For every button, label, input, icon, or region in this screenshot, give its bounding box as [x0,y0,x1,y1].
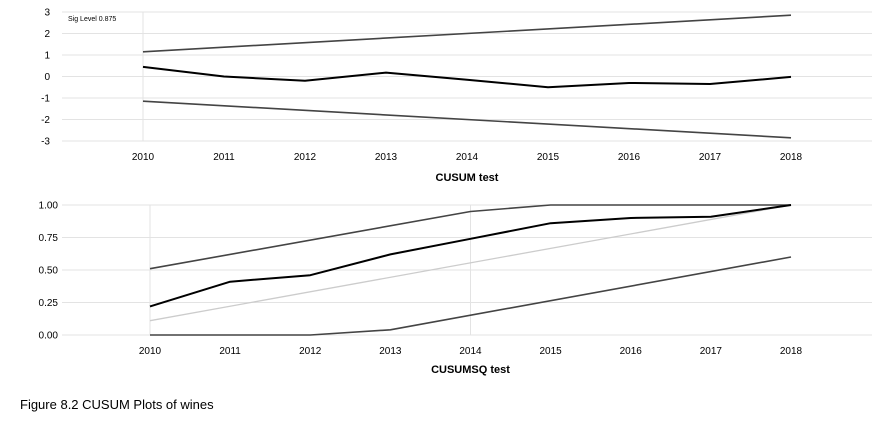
lower-bound-line [142,100,792,139]
y-tick-label: -2 [41,115,50,126]
x-tick-label: 2012 [299,346,322,357]
y-tick-label: 0.25 [39,298,59,309]
y-tick-label: 3 [44,8,50,19]
figure-caption: Figure 8.2 CUSUM Plots of wines [20,397,214,412]
x-tick-label: 2011 [213,152,235,163]
x-tick-label: 2015 [537,152,560,163]
x-tick-label: 2013 [379,346,402,357]
cusum-figure-svg: 3 2 1 0 -1 -2 -3 2010 2011 2012 2013 2014 2015 2016 20… [39,8,872,376]
y-tick-label: 1 [44,51,50,62]
x-tick-label: 2010 [132,152,155,163]
x-tick-label: 2017 [700,346,723,357]
chart-title: CUSUMSQ test [431,364,510,376]
upper-bound-line [149,204,791,270]
y-tick-label: 1.00 [39,201,59,212]
x-tick-label: 2014 [459,346,482,357]
expected-line [149,204,792,322]
x-tick-label: 2017 [699,152,722,163]
x-tick-label: 2018 [780,346,803,357]
x-tick-label: 2016 [620,346,643,357]
x-tick-label: 2016 [618,152,641,163]
y-tick-label: -3 [41,137,50,148]
x-tick-label: 2015 [540,346,563,357]
x-tick-label: 2012 [294,152,317,163]
lower-bound-line [150,256,792,336]
x-tick-label: 2010 [139,346,162,357]
y-tick-label: 0.75 [39,233,59,244]
y-tick-label: 2 [44,29,50,40]
statistic-line [149,204,792,308]
chart-title: CUSUM test [436,172,499,184]
y-tick-label: 0.00 [39,331,59,342]
x-tick-label: 2018 [780,152,803,163]
y-tick-label: -1 [41,94,50,105]
sig-level-label: Sig Level 0.875 [68,16,116,23]
y-tick-label: 0.50 [39,266,59,277]
x-tick-label: 2014 [456,152,479,163]
statistic-line [142,65,792,89]
upper-bound-line [142,14,792,53]
x-tick-label: 2013 [375,152,398,163]
x-tick-label: 2011 [219,346,241,357]
y-tick-label: 0 [44,72,50,83]
